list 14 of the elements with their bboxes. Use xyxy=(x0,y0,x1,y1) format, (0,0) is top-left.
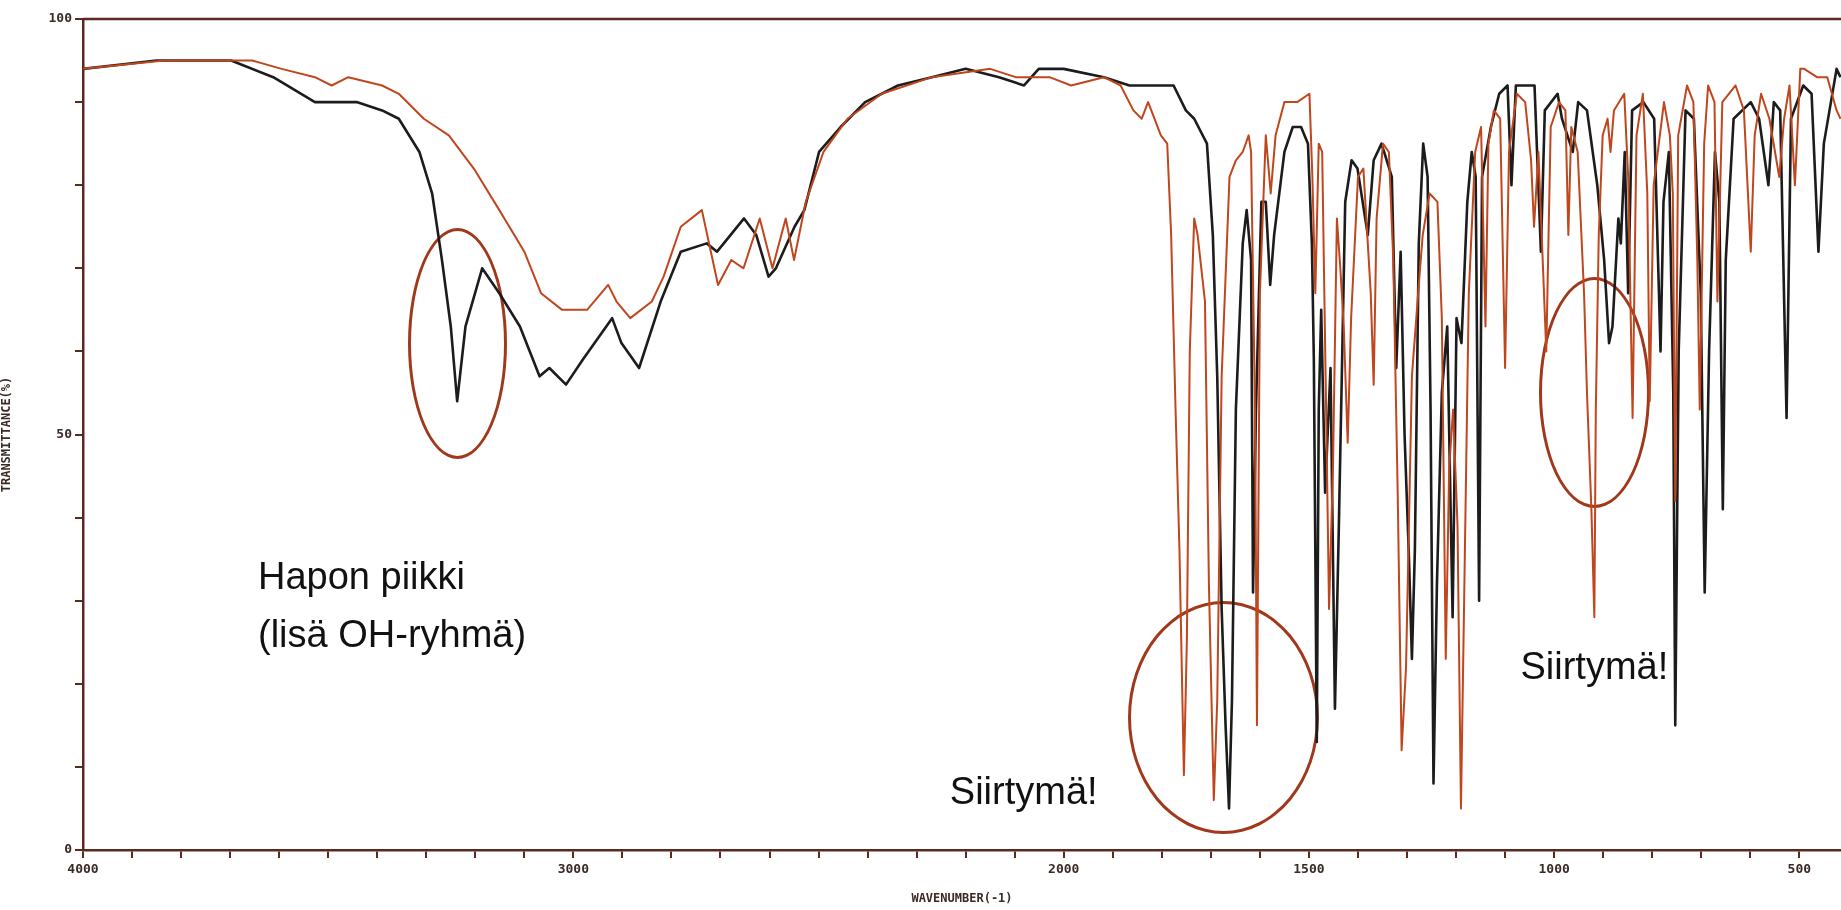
x-tick-label: 2000 xyxy=(1048,861,1080,877)
x-tick-label: 1000 xyxy=(1538,861,1570,877)
y-tick-label: 0 xyxy=(64,841,73,857)
x-axis-title: WAVENUMBER(-1) xyxy=(911,890,1013,905)
y-axis-title: TRANSMITTANCE(%) xyxy=(0,376,14,493)
x-tick-label: 3000 xyxy=(557,861,590,877)
annotation: Siirtymä! xyxy=(1520,645,1669,688)
x-tick-label: 500 xyxy=(1787,861,1812,877)
annotation: Hapon piikki (lisä OH-ryhmä) xyxy=(258,555,527,656)
x-tick-label: 1500 xyxy=(1293,861,1325,877)
y-tick-label: 100 xyxy=(48,10,73,26)
annotation: Siirtymä! xyxy=(949,770,1098,813)
x-tick-label: 4000 xyxy=(67,861,99,877)
y-tick-label: 50 xyxy=(56,425,73,441)
